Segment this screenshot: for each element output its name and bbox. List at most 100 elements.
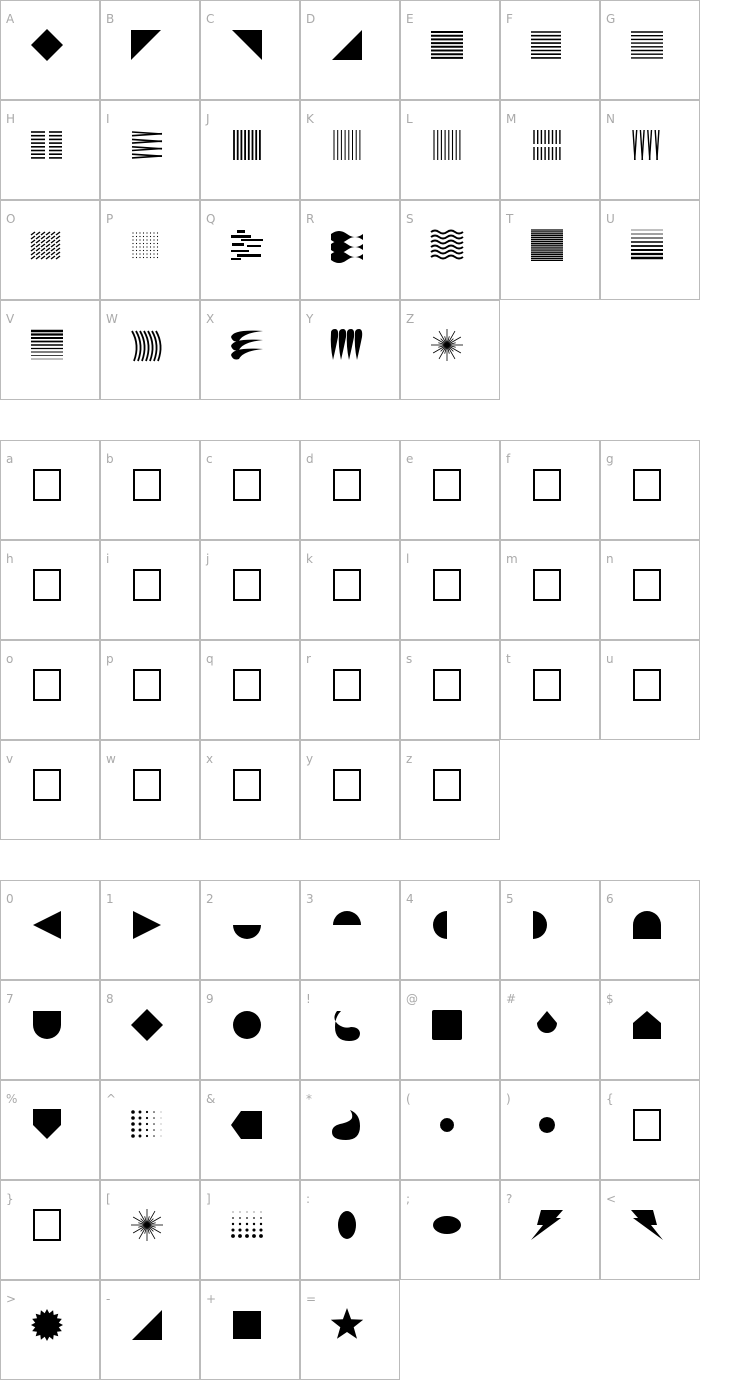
glyph-cell[interactable]: i	[100, 540, 200, 640]
glyph-cell[interactable]: >	[0, 1280, 100, 1380]
glyph-cell[interactable]: ?	[500, 1180, 600, 1280]
glyph-cell[interactable]: m	[500, 540, 600, 640]
glyph-char-label: V	[6, 312, 15, 326]
glyph-cell[interactable]: Q	[200, 200, 300, 300]
glyph-cell[interactable]: 0	[0, 880, 100, 980]
glyph-cell[interactable]: L	[400, 100, 500, 200]
glyph-char-label: %	[6, 1092, 18, 1106]
glyph-cell[interactable]: [	[100, 1180, 200, 1280]
glyph-cell[interactable]: 5	[500, 880, 600, 980]
glyph-cell[interactable]: A	[0, 0, 100, 100]
glyph-cell[interactable]: f	[500, 440, 600, 540]
glyph-cell[interactable]: ;	[400, 1180, 500, 1280]
glyph-cell[interactable]: n	[600, 540, 700, 640]
thin-waves-icon	[430, 229, 464, 260]
glyph-cell[interactable]: t	[500, 640, 600, 740]
glyph-cell[interactable]: y	[300, 740, 400, 840]
glyph-char-label: o	[6, 652, 14, 666]
glyph-cell[interactable]: h	[0, 540, 100, 640]
glyph-cell[interactable]: w	[100, 740, 200, 840]
glyph-cell[interactable]: &	[200, 1080, 300, 1180]
diamond-icon	[131, 1009, 163, 1041]
glyph-cell[interactable]: O	[0, 200, 100, 300]
glyph-cell[interactable]: r	[300, 640, 400, 740]
glyph-cell[interactable]: d	[300, 440, 400, 540]
glyph-cell[interactable]: H	[0, 100, 100, 200]
glyph-cell[interactable]: <	[600, 1180, 700, 1280]
glyph-cell[interactable]: u	[600, 640, 700, 740]
glyph-cell[interactable]: 6	[600, 880, 700, 980]
glyph-cell[interactable]: }	[0, 1180, 100, 1280]
glyph-cell[interactable]: N	[600, 100, 700, 200]
glyph-cell[interactable]: ]	[200, 1180, 300, 1280]
glyph-char-label: W	[106, 312, 118, 326]
glyph-cell[interactable]: 4	[400, 880, 500, 980]
glyph-cell[interactable]: R	[300, 200, 400, 300]
glyph-cell[interactable]: F	[500, 0, 600, 100]
half-circle-left-icon	[433, 911, 447, 939]
glyph-cell[interactable]: X	[200, 300, 300, 400]
glyph-cell[interactable]: Y	[300, 300, 400, 400]
glyph-cell[interactable]: b	[100, 440, 200, 540]
glyph-cell[interactable]: P	[100, 200, 200, 300]
glyph-cell[interactable]: B	[100, 0, 200, 100]
glyph-char-label: E	[406, 12, 414, 26]
glyph-cell[interactable]: M	[500, 100, 600, 200]
glyph-cell[interactable]: c	[200, 440, 300, 540]
glyph-cell[interactable]: p	[100, 640, 200, 740]
glyph-cell[interactable]: s	[400, 640, 500, 740]
glyph-cell[interactable]: =	[300, 1280, 400, 1380]
glyph-cell[interactable]: )	[500, 1080, 600, 1180]
glyph-char-label: K	[306, 112, 314, 126]
glyph-cell[interactable]: Z	[400, 300, 500, 400]
glyph-cell[interactable]: e	[400, 440, 500, 540]
glyph-cell[interactable]: ^	[100, 1080, 200, 1180]
empty-box-icon	[433, 469, 461, 501]
dense-lines-icon	[531, 229, 563, 262]
glyph-cell[interactable]: #	[500, 980, 600, 1080]
glyph-cell[interactable]: a	[0, 440, 100, 540]
glyph-cell[interactable]: U	[600, 200, 700, 300]
glyph-cell[interactable]: v	[0, 740, 100, 840]
glyph-cell[interactable]: J	[200, 100, 300, 200]
glyph-cell[interactable]: +	[200, 1280, 300, 1380]
glyph-cell[interactable]: 9	[200, 980, 300, 1080]
glyph-char-label: h	[6, 552, 14, 566]
glyph-cell[interactable]: x	[200, 740, 300, 840]
glyph-cell[interactable]: E	[400, 0, 500, 100]
glyph-cell[interactable]: $	[600, 980, 700, 1080]
glyph-cell[interactable]: 2	[200, 880, 300, 980]
glyph-char-label: U	[606, 212, 615, 226]
glyph-cell[interactable]: I	[100, 100, 200, 200]
glyph-cell[interactable]: T	[500, 200, 600, 300]
glyph-cell[interactable]: %	[0, 1080, 100, 1180]
glyph-cell[interactable]: @	[400, 980, 500, 1080]
glyph-cell[interactable]: C	[200, 0, 300, 100]
glyph-cell[interactable]: :	[300, 1180, 400, 1280]
glyph-cell[interactable]: D	[300, 0, 400, 100]
glyph-cell[interactable]: q	[200, 640, 300, 740]
glyph-cell[interactable]: 1	[100, 880, 200, 980]
glyph-cell[interactable]: k	[300, 540, 400, 640]
glyph-cell[interactable]: o	[0, 640, 100, 740]
lightning-mirrored-icon	[631, 1210, 663, 1240]
glyph-cell[interactable]: 7	[0, 980, 100, 1080]
glyph-cell[interactable]: S	[400, 200, 500, 300]
glyph-cell[interactable]: -	[100, 1280, 200, 1380]
glyph-cell[interactable]: !	[300, 980, 400, 1080]
glyph-cell[interactable]: G	[600, 0, 700, 100]
glyph-cell[interactable]: (	[400, 1080, 500, 1180]
glyph-cell[interactable]: K	[300, 100, 400, 200]
glyph-cell[interactable]: 8	[100, 980, 200, 1080]
glyph-char-label: [	[106, 1192, 111, 1206]
glyph-cell[interactable]: V	[0, 300, 100, 400]
glyph-cell[interactable]: l	[400, 540, 500, 640]
empty-box-icon	[233, 469, 261, 501]
glyph-cell[interactable]: 3	[300, 880, 400, 980]
glyph-cell[interactable]: *	[300, 1080, 400, 1180]
glyph-cell[interactable]: W	[100, 300, 200, 400]
glyph-cell[interactable]: z	[400, 740, 500, 840]
glyph-cell[interactable]: {	[600, 1080, 700, 1180]
glyph-cell[interactable]: g	[600, 440, 700, 540]
glyph-cell[interactable]: j	[200, 540, 300, 640]
